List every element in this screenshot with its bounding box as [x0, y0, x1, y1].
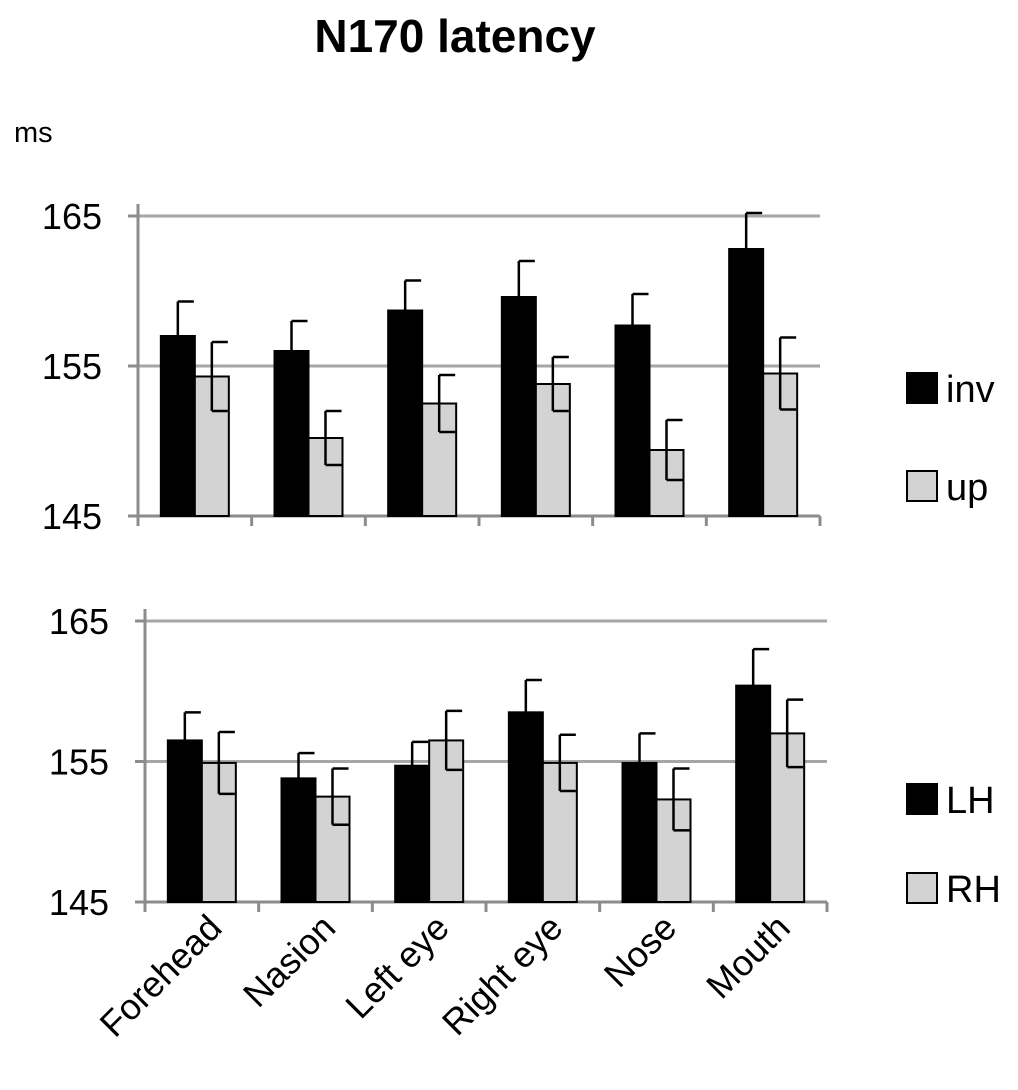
legend-label-up: up — [946, 467, 988, 509]
lower-panel-lh-vs-rh: 145 155 165 LH RH — [49, 601, 1001, 923]
legend-label-rh: RH — [946, 869, 1001, 911]
x-category-label-right-eye: Right eye — [434, 907, 571, 1044]
legend-label-lh: LH — [946, 780, 995, 822]
y-tick-label: 145 — [42, 496, 102, 537]
legend-swatch-rh — [906, 872, 938, 904]
legend-swatch-inv — [906, 372, 938, 404]
bar-inv-left-eye — [387, 309, 424, 517]
legend-swatch-up — [906, 470, 938, 502]
y-tick-label: 155 — [42, 346, 102, 387]
chart-title: N170 latency — [314, 10, 596, 62]
x-category-label-forehead: Forehead — [92, 907, 230, 1045]
legend-label-inv: inv — [946, 369, 995, 411]
x-category-label-nasion: Nasion — [235, 907, 343, 1015]
y-tick-label: 145 — [49, 882, 109, 923]
x-category-label-nose: Nose — [596, 907, 684, 995]
bar-inv-nasion — [273, 350, 310, 517]
y-tick-label: 155 — [49, 742, 109, 783]
y-axis-unit-label: ms — [14, 117, 53, 149]
upper-panel-inv-vs-up: 145 155 165 inv up — [42, 196, 995, 537]
y-tick-label: 165 — [49, 601, 109, 642]
x-category-label-mouth: Mouth — [698, 907, 798, 1007]
legend-swatch-lh — [906, 783, 938, 815]
y-tick-label: 165 — [42, 196, 102, 237]
bar-inv-mouth — [728, 248, 765, 517]
